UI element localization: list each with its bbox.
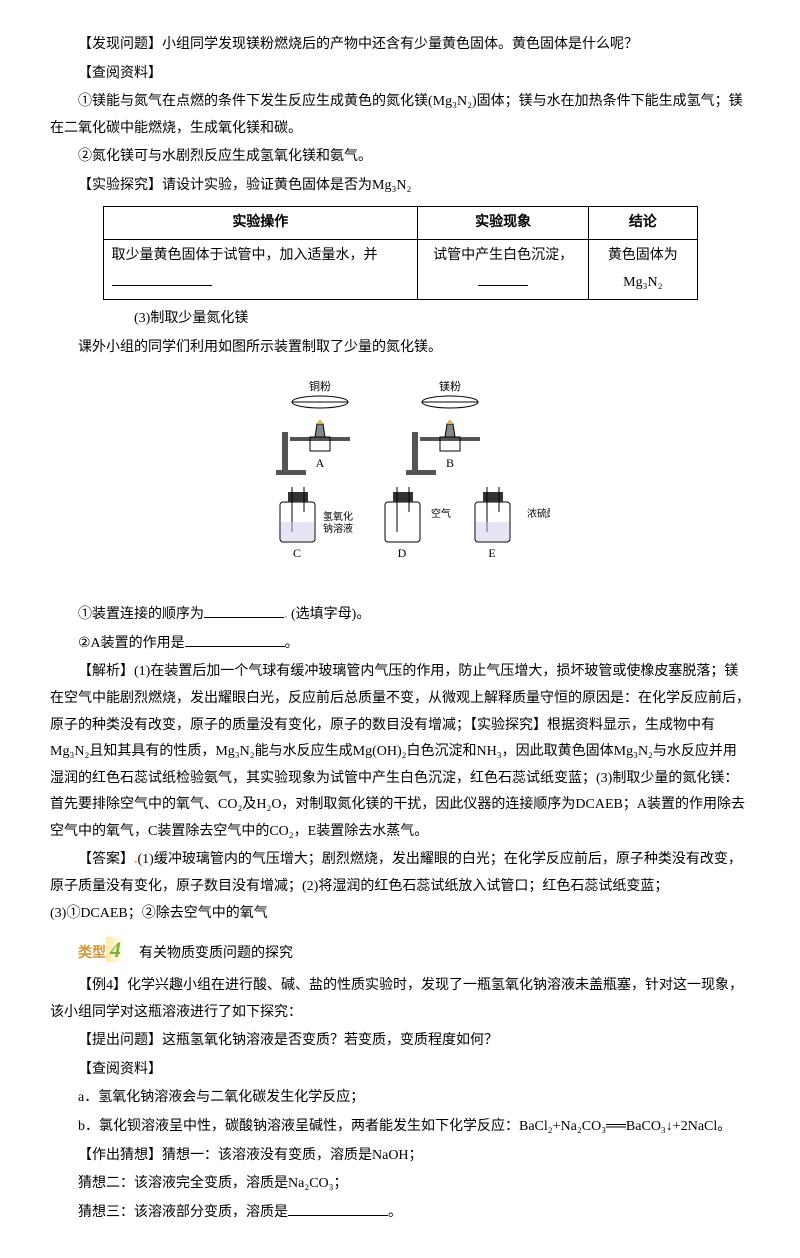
- para-lookup-2: ②氮化镁可与水剧烈反应生成氢氧化镁和氨气。: [50, 144, 750, 171]
- label-air: 空气: [431, 507, 451, 520]
- guess3-suffix: 。: [388, 1205, 402, 1220]
- label-e: E: [488, 546, 495, 560]
- label-b: B: [446, 456, 454, 470]
- label-h2so4: 浓硫酸: [527, 507, 550, 520]
- para-discover: 【发现问题】小组同学发现镁粉燃烧后的产物中还含有少量黄色固体。黄色固体是什么呢？: [50, 32, 750, 59]
- experiment-table: 实验操作 实验现象 结论 取少量黄色固体于试管中，加入适量水，并 试管中产生白色…: [103, 206, 698, 301]
- para-guess3: 猜想三：该溶液部分变质，溶质是 。: [50, 1200, 750, 1227]
- label-naoh-2: 钠溶液: [323, 522, 353, 535]
- blank-operation: [112, 271, 212, 286]
- th-conclusion: 结论: [589, 206, 697, 240]
- para-device-intro: 课外小组的同学们利用如图所示装置制取了少量的氮化镁。: [50, 335, 750, 362]
- label-a: A: [316, 456, 325, 470]
- q1-text: ①装置连接的顺序为: [78, 607, 204, 622]
- label-mg: 镁粉: [439, 379, 461, 393]
- para-lookup2-b: b．氯化钡溶液呈中性，碳酸钠溶液呈碱性，两者能发生如下化学反应：BaCl₂+Na…: [50, 1114, 750, 1141]
- para-question: 【提出问题】这瓶氢氧化钠溶液是否变质？若变质，变质程度如何？: [50, 1028, 750, 1055]
- label-d: D: [398, 546, 407, 560]
- table-header-row: 实验操作 实验现象 结论: [103, 206, 697, 240]
- blank-guess3: [288, 1201, 388, 1216]
- para-answer: 【答案】.(1)缓冲玻璃管内的气压增大；剧烈燃烧，发出耀眼的白光；在化学反应前后…: [50, 847, 750, 927]
- th-operation: 实验操作: [103, 206, 418, 240]
- label-naoh-1: 氢氧化: [323, 510, 353, 523]
- para-analysis: 【解析】(1)在装置后加一个气球有缓冲玻璃管内气压的作用，防止气压增大，损坏玻管…: [50, 659, 750, 845]
- para-guess2: 猜想二：该溶液完全变质，溶质是Na₂CO₃；: [50, 1171, 750, 1198]
- type-label: 类型: [78, 946, 106, 961]
- type4-heading: 类型4 有关物质变质问题的探究: [50, 929, 750, 971]
- para-lookup2-a: a．氢氧化钠溶液会与二氧化碳发生化学反应；: [50, 1085, 750, 1112]
- td-phenomenon: 试管中产生白色沉淀，: [418, 240, 589, 300]
- blank-order: [204, 603, 284, 618]
- type-title: 有关物质变质问题的探究: [125, 946, 293, 961]
- label-cu: 铜粉: [309, 379, 331, 393]
- td-conclusion: 黄色固体为Mg₃N₂: [589, 240, 697, 300]
- para-lookup-1: ①镁能与氮气在点燃的条件下发生反应生成黄色的氮化镁(Mg₃N₂)固体；镁与水在加…: [50, 89, 750, 142]
- para-experiment-heading: 【实验探究】请设计实验，验证黄色固体是否为Mg₃N₂: [50, 173, 750, 200]
- para-make-mgn: (3)制取少量氮化镁: [50, 306, 750, 333]
- para-q2: ②A装置的作用是 。: [50, 631, 750, 658]
- q1-suffix: (选填字母)。: [291, 607, 370, 622]
- guess3-text: 猜想三：该溶液部分变质，溶质是: [78, 1205, 288, 1220]
- para-guess1: 【作出猜想】猜想一：该溶液没有变质，溶质是NaOH；: [50, 1143, 750, 1170]
- td-operation: 取少量黄色固体于试管中，加入适量水，并: [103, 240, 418, 300]
- apparatus-diagram: 铜粉 A 镁粉 B 氢氧化 钠溶液: [50, 372, 750, 593]
- phen-text: 试管中产生白色沉淀，: [433, 248, 573, 263]
- blank-function: [185, 632, 285, 647]
- answer-prefix: 【答案】: [78, 852, 134, 867]
- op-text: 取少量黄色固体于试管中，加入适量水，并: [112, 248, 378, 263]
- para-lookup-heading: 【查阅资料】: [50, 61, 750, 88]
- label-c: C: [293, 546, 301, 560]
- th-phenomenon: 实验现象: [418, 206, 589, 240]
- para-q1: ①装置连接的顺序为. (选填字母)。: [50, 602, 750, 629]
- q2-text: ②A装置的作用是: [78, 636, 185, 651]
- blank-phenomenon: [478, 271, 528, 286]
- answer-text: (1)缓冲玻璃管内的气压增大；剧烈燃烧，发出耀眼的白光；在化学反应前后，原子种类…: [50, 852, 742, 920]
- q2-suffix: 。: [285, 636, 299, 651]
- table-row: 取少量黄色固体于试管中，加入适量水，并 试管中产生白色沉淀， 黄色固体为Mg₃N…: [103, 240, 697, 300]
- para-ex4: 【例4】化学兴趣小组在进行酸、碱、盐的性质实验时，发现了一瓶氢氧化钠溶液未盖瓶塞…: [50, 973, 750, 1026]
- type-number: 4: [106, 937, 125, 962]
- apparatus-svg: 铜粉 A 镁粉 B 氢氧化 钠溶液: [250, 372, 550, 582]
- para-lookup2: 【查阅资料】: [50, 1057, 750, 1084]
- orange-dot-icon: .: [284, 607, 288, 622]
